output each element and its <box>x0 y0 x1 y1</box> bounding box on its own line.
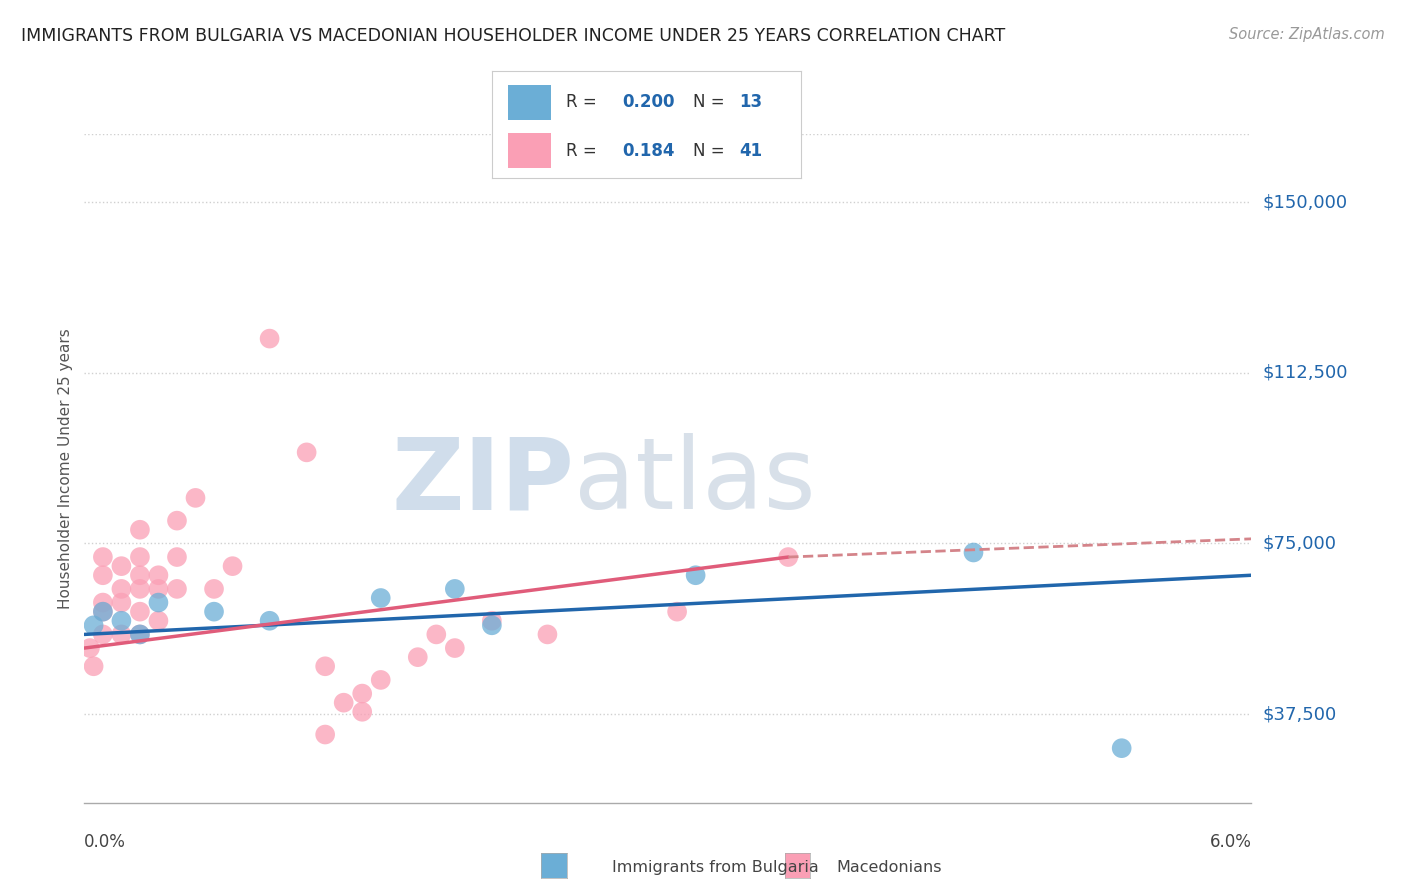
Text: $150,000: $150,000 <box>1263 193 1347 211</box>
Text: N =: N = <box>693 94 724 112</box>
Point <box>685 568 707 582</box>
Point <box>148 568 170 582</box>
Point <box>148 582 170 596</box>
Bar <box>508 86 551 120</box>
Point <box>406 650 429 665</box>
Point <box>443 582 465 596</box>
Point <box>110 559 132 574</box>
Point <box>129 627 152 641</box>
Point <box>184 491 207 505</box>
Bar <box>508 134 551 168</box>
Point <box>1111 741 1133 756</box>
Point <box>91 549 114 564</box>
Point <box>370 591 392 605</box>
Point <box>129 627 152 641</box>
Point <box>79 641 101 656</box>
Point <box>83 618 105 632</box>
Text: Source: ZipAtlas.com: Source: ZipAtlas.com <box>1229 27 1385 42</box>
Text: R =: R = <box>567 94 598 112</box>
Point <box>129 568 152 582</box>
Point <box>962 545 984 559</box>
Text: Macedonians: Macedonians <box>837 860 942 874</box>
Text: 0.0%: 0.0% <box>84 833 127 851</box>
Point <box>259 332 281 346</box>
Point <box>370 673 392 687</box>
Text: $112,500: $112,500 <box>1263 364 1348 382</box>
Point <box>148 596 170 610</box>
Point <box>129 549 152 564</box>
Point <box>314 659 336 673</box>
Point <box>425 627 447 641</box>
Text: N =: N = <box>693 142 724 160</box>
Point <box>778 549 800 564</box>
Text: R =: R = <box>567 142 598 160</box>
Point <box>481 614 503 628</box>
Point <box>352 687 374 701</box>
Point <box>295 445 318 459</box>
Point <box>166 514 188 528</box>
Point <box>83 659 105 673</box>
Point <box>443 641 465 656</box>
Text: $75,000: $75,000 <box>1263 534 1337 552</box>
Text: 41: 41 <box>740 142 762 160</box>
Point <box>481 618 503 632</box>
Point <box>91 568 114 582</box>
Y-axis label: Householder Income Under 25 years: Householder Income Under 25 years <box>58 328 73 608</box>
Point <box>314 727 336 741</box>
Point <box>129 523 152 537</box>
Point <box>666 605 689 619</box>
Point <box>110 582 132 596</box>
Point <box>202 582 225 596</box>
Point <box>91 627 114 641</box>
Text: $37,500: $37,500 <box>1263 705 1337 723</box>
Text: Immigrants from Bulgaria: Immigrants from Bulgaria <box>612 860 818 874</box>
Point <box>148 614 170 628</box>
Point <box>91 605 114 619</box>
Point <box>166 582 188 596</box>
Text: 0.200: 0.200 <box>621 94 675 112</box>
Point <box>129 582 152 596</box>
Text: ZIP: ZIP <box>392 434 575 530</box>
Text: 13: 13 <box>740 94 762 112</box>
Text: 0.184: 0.184 <box>621 142 675 160</box>
Point <box>202 605 225 619</box>
Point <box>536 627 558 641</box>
Text: 6.0%: 6.0% <box>1209 833 1251 851</box>
Text: atlas: atlas <box>575 434 815 530</box>
Point <box>91 605 114 619</box>
Text: IMMIGRANTS FROM BULGARIA VS MACEDONIAN HOUSEHOLDER INCOME UNDER 25 YEARS CORRELA: IMMIGRANTS FROM BULGARIA VS MACEDONIAN H… <box>21 27 1005 45</box>
Point <box>352 705 374 719</box>
Point <box>110 627 132 641</box>
Point <box>110 614 132 628</box>
Point <box>259 614 281 628</box>
Point <box>221 559 243 574</box>
Point <box>166 549 188 564</box>
Point <box>129 605 152 619</box>
Point <box>110 596 132 610</box>
Point <box>332 696 354 710</box>
Point <box>91 596 114 610</box>
